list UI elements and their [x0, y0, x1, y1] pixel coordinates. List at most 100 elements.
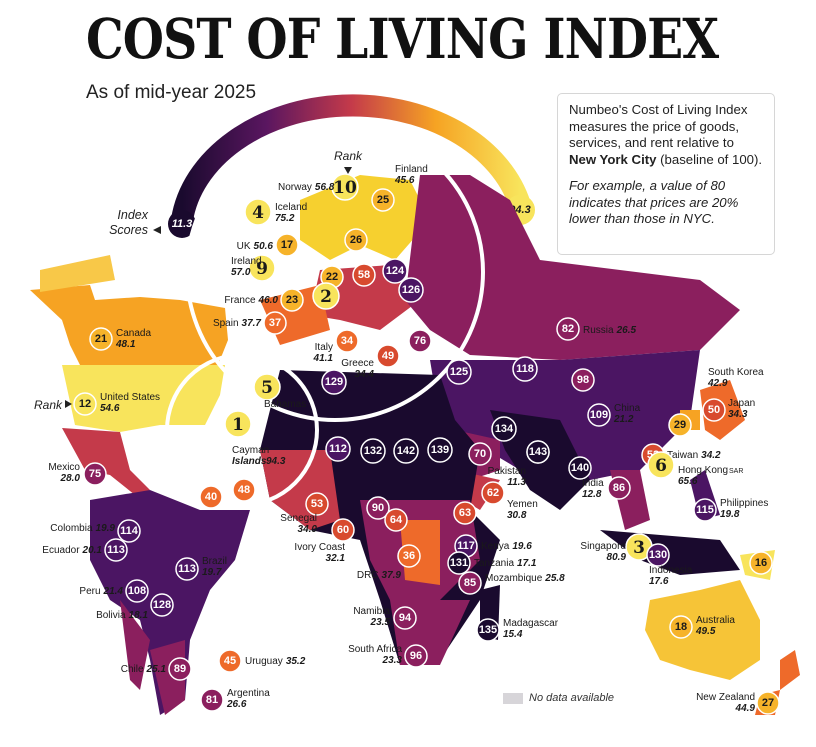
rank-badge-circle — [104, 538, 128, 562]
country-value: 48.1 — [115, 339, 136, 350]
rank-badge-australia: 18 — [669, 615, 693, 639]
top-rank-number: 6 — [655, 456, 667, 476]
rank-badge-circle — [693, 498, 717, 522]
rank-number: 113 — [178, 563, 196, 575]
top-rank-circle — [244, 198, 272, 226]
rank-badge-circle — [526, 440, 550, 464]
rank-badge-circle — [150, 593, 174, 617]
rank-number: 22 — [326, 271, 338, 283]
country-name: Peru — [79, 586, 100, 597]
rank-number: 114 — [120, 525, 139, 537]
rank-badge-circle — [305, 492, 329, 516]
index-label-2: Scores — [109, 223, 148, 237]
page-title: COST OF LIVING INDEX — [86, 6, 719, 71]
rank-badge-circle — [371, 188, 395, 212]
rank-number: 70 — [474, 448, 486, 460]
rank-badge-circle — [344, 228, 368, 252]
country-name: Bahamas — [264, 399, 306, 410]
country-name: Bolivia — [96, 610, 126, 621]
rank-badge-madagascar: 135 — [476, 618, 500, 642]
country-name: Philippines — [720, 498, 768, 509]
country-value: 19.6 — [512, 541, 532, 552]
rank-badge-circle — [275, 233, 299, 257]
rank-badge-circle — [366, 496, 390, 520]
rank-badge-mexico: 75 — [83, 462, 107, 486]
country-label-bahamas: Bahamas — [264, 399, 306, 410]
country-name: Finland — [395, 164, 428, 175]
country-value: 11.3 — [507, 477, 526, 488]
top-rank-circle — [331, 173, 359, 201]
country-value: 25.8 — [544, 573, 565, 584]
country-label-bolivia: Bolivia 18.1 — [96, 610, 148, 621]
top-rank-number: 3 — [633, 538, 645, 558]
rank-badge-circle — [404, 644, 428, 668]
country-name: Colombia — [50, 523, 93, 534]
caribbean-zoom-circle — [165, 353, 319, 507]
rank-number: 96 — [410, 650, 422, 662]
rank-badge-italy: 34 — [335, 329, 359, 353]
country-value: 34.3 — [728, 409, 748, 420]
country-name: France — [224, 295, 256, 306]
top-rank-number: 5 — [261, 378, 273, 398]
country-value: 21.4 — [103, 586, 124, 597]
rank-badge-circle — [321, 369, 347, 395]
country-label-mozambique: Mozambique 25.8 — [485, 573, 565, 584]
rank-badge-circle — [73, 392, 97, 416]
rank-badge-circle — [376, 344, 400, 368]
rank-badge-philippines: 115 — [693, 498, 717, 522]
rank-badge-circle — [199, 485, 223, 509]
rank-number: 17 — [281, 239, 293, 251]
rank-badge-r118: 118 — [512, 356, 538, 382]
index-scale-arc — [171, 94, 531, 231]
rank-number: 85 — [464, 577, 476, 589]
rank-badge-circle — [360, 438, 386, 464]
rank-badge-r48: 48 — [232, 478, 256, 502]
country-value: 23.5 — [370, 617, 391, 628]
country-value: 37.9 — [382, 570, 402, 581]
country-label-spain: Spain 37.7 — [213, 318, 261, 329]
top-rank-badge-norway: 10 — [331, 173, 359, 201]
rank-badge-circle — [702, 398, 726, 422]
rank-number: 27 — [762, 697, 774, 709]
country-value: 18.1 — [129, 610, 149, 621]
country-name: Norway — [278, 182, 312, 193]
country-name: Australia — [696, 615, 735, 626]
country-label-drc: DRC 37.9 — [357, 570, 402, 581]
country-value: 26.5 — [616, 325, 637, 336]
rank-badge-r63: 63 — [453, 501, 477, 525]
country-name: Hong Kong — [678, 465, 728, 476]
country-value: 34.4 — [355, 369, 375, 380]
rank-badge-r26: 26 — [344, 228, 368, 252]
country-value: 32.1 — [326, 553, 346, 564]
rank-badge-drc: 36 — [397, 544, 421, 568]
rank-badge-r125: 125 — [446, 359, 472, 385]
country-name: UK — [237, 241, 251, 252]
top-rank-badge-r2: 2 — [312, 282, 340, 310]
rank-badge-circle — [512, 356, 538, 382]
rank-right-arrow-icon — [65, 400, 72, 408]
rank-badge-finland: 25 — [371, 188, 395, 212]
country-value: 21.2 — [613, 414, 634, 425]
rank-badge-uruguay: 45 — [218, 649, 242, 673]
rank-badge-r70: 70 — [468, 442, 492, 466]
country-value: 42.9 — [707, 378, 728, 389]
country-label-uk: UK 50.6 — [237, 241, 274, 252]
top-rank-badge-bahamas: 5 — [253, 373, 281, 401]
country-name: Uruguay — [245, 656, 283, 667]
rank-badge-france: 23 — [280, 288, 304, 312]
country-label-ecuador: Ecuador 20.1 — [42, 545, 102, 556]
country-value: 44.9 — [735, 703, 756, 714]
note-paragraph-2: For example, a value of 80 indicates tha… — [569, 178, 739, 226]
no-data-swatch — [503, 692, 523, 704]
rank-number: 134 — [495, 423, 514, 435]
rank-badge-r112: 112 — [325, 436, 351, 462]
country-name: Argentina — [227, 688, 270, 699]
methodology-note: Numbeo's Cost of Living Index measures t… — [557, 93, 775, 255]
